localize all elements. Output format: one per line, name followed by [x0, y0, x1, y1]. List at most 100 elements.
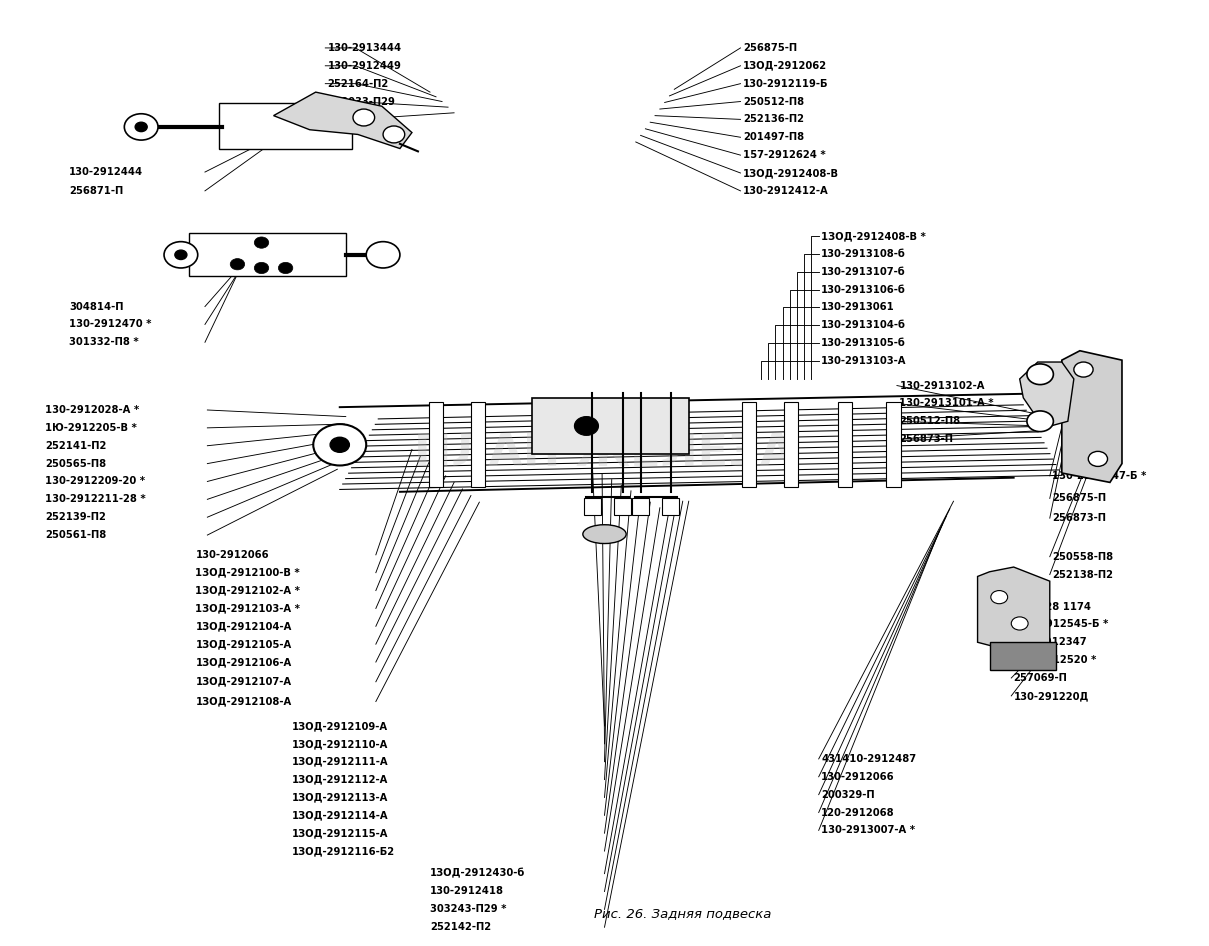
Polygon shape [273, 92, 412, 149]
Text: 1ЗОД-2912103-А *: 1ЗОД-2912103-А * [196, 604, 300, 613]
Text: 130-2912209-20 *: 130-2912209-20 * [45, 477, 145, 486]
Text: 252136-П2: 252136-П2 [742, 114, 804, 124]
Circle shape [1026, 364, 1053, 385]
Text: 1ЗОД-2912116-Б2: 1ЗОД-2912116-Б2 [291, 846, 394, 856]
Text: 257069-П: 257069-П [1013, 673, 1068, 683]
Circle shape [254, 262, 268, 273]
Bar [219, 103, 352, 149]
Circle shape [278, 262, 293, 273]
Text: 130-2913007-А *: 130-2913007-А * [821, 825, 915, 835]
Text: 250561-П8: 250561-П8 [45, 530, 106, 540]
Bar [741, 402, 756, 487]
Bar [838, 402, 852, 487]
Text: 130-2913107-б: 130-2913107-б [821, 267, 906, 277]
Bar [190, 233, 346, 275]
Bar [532, 397, 689, 454]
Circle shape [125, 114, 158, 140]
Text: 431410-2912487: 431410-2912487 [821, 754, 916, 764]
Text: 256871-П: 256871-П [69, 185, 123, 196]
Text: 252164-П2: 252164-П2 [328, 79, 389, 89]
Text: 252138-П2: 252138-П2 [1052, 569, 1113, 580]
Circle shape [1026, 411, 1053, 431]
Text: 130-2912520 *: 130-2912520 * [1013, 656, 1097, 665]
Text: 1ЗОД-2912111-А: 1ЗОД-2912111-А [291, 757, 388, 766]
Polygon shape [978, 567, 1049, 657]
Circle shape [175, 250, 187, 259]
Bar [990, 642, 1055, 671]
Polygon shape [1019, 362, 1074, 428]
Circle shape [135, 122, 147, 131]
Text: 252141-П2: 252141-П2 [45, 441, 106, 450]
Circle shape [353, 109, 375, 126]
Text: 130-2913061: 130-2913061 [821, 303, 895, 312]
Text: 130-2912545-Б *: 130-2912545-Б * [1013, 620, 1107, 629]
Text: 1ЗОД-2912114-А: 1ЗОД-2912114-А [291, 811, 388, 820]
Text: 130-2912412-А: 130-2912412-А [742, 185, 828, 196]
Text: 130-2912470 *: 130-2912470 * [69, 320, 151, 329]
Text: 45 9328 1174: 45 9328 1174 [1013, 602, 1091, 611]
Text: 1Ю-2912205-В *: 1Ю-2912205-В * [45, 423, 137, 433]
Circle shape [366, 241, 400, 268]
Text: 130-2913101-А *: 130-2913101-А * [899, 398, 994, 409]
Bar [886, 402, 901, 487]
Text: 250558-П8: 250558-П8 [1052, 552, 1113, 562]
Text: 256875-П: 256875-П [742, 43, 797, 53]
Ellipse shape [583, 525, 626, 544]
Text: 130-2913104-б: 130-2913104-б [821, 321, 906, 330]
Text: 303243-П29 *: 303243-П29 * [430, 904, 507, 915]
Text: 256873-П: 256873-П [1052, 513, 1106, 523]
Text: 130-291220Д: 130-291220Д [1013, 691, 1089, 701]
Text: 1ЗОД-2912408-В *: 1ЗОД-2912408-В * [821, 231, 926, 241]
Circle shape [254, 236, 268, 248]
Text: 1ЗОД-2912102-А *: 1ЗОД-2912102-А * [196, 586, 300, 596]
Circle shape [230, 258, 244, 270]
Text: 1ЗОД-2912105-А: 1ЗОД-2912105-А [196, 639, 291, 649]
Bar [472, 402, 485, 487]
Text: 130-2912066: 130-2912066 [821, 772, 895, 781]
Text: 130-2912447-Б *: 130-2912447-Б * [1052, 471, 1146, 481]
Text: 130-2912449: 130-2912449 [328, 61, 401, 71]
Text: 1ЗОД-2912115-А: 1ЗОД-2912115-А [291, 828, 388, 838]
Text: 120-2912068: 120-2912068 [821, 808, 895, 817]
Text: 304814-П: 304814-П [69, 302, 123, 311]
Bar [663, 499, 679, 516]
Circle shape [383, 126, 405, 143]
Text: 1ЗОД-2912106-А: 1ЗОД-2912106-А [196, 657, 291, 667]
Text: 1ЗОД-2912109-А: 1ЗОД-2912109-А [291, 721, 388, 731]
Text: 256875-П: 256875-П [328, 114, 382, 124]
Text: 250565-П8: 250565-П8 [45, 459, 106, 468]
Circle shape [1088, 451, 1107, 466]
Text: 200329-П: 200329-П [821, 790, 875, 799]
Circle shape [330, 437, 349, 452]
Text: 130-2912444: 130-2912444 [69, 167, 143, 177]
Text: 252142-П2: 252142-П2 [430, 922, 491, 932]
Text: 250512-П8: 250512-П8 [742, 96, 804, 107]
Bar [614, 499, 631, 516]
Circle shape [313, 424, 366, 465]
Text: 256873-П: 256873-П [899, 434, 954, 444]
Text: 1ЗОД-2912108-А: 1ЗОД-2912108-А [196, 696, 291, 707]
Text: 1ЗОД-2912100-В *: 1ЗОД-2912100-В * [196, 568, 300, 578]
Text: 130-2912418: 130-2912418 [430, 886, 504, 897]
Circle shape [164, 241, 198, 268]
Text: 256875-П: 256875-П [1052, 494, 1106, 503]
Text: 130-2912347: 130-2912347 [1013, 638, 1087, 647]
Text: 157-2912624 *: 157-2912624 * [742, 150, 826, 160]
Text: 1ЗОД-2912113-А: 1ЗОД-2912113-А [291, 793, 388, 802]
Bar [429, 402, 444, 487]
Bar [632, 499, 649, 516]
Text: 130-2913105-б: 130-2913105-б [821, 339, 906, 348]
Text: 1ЗОД-2912430-б: 1ЗОД-2912430-б [430, 868, 525, 879]
Text: 250512-П8: 250512-П8 [899, 416, 960, 427]
Circle shape [1074, 362, 1093, 377]
Text: 130-2912211-28 *: 130-2912211-28 * [45, 495, 145, 504]
Text: 130-2912028-А *: 130-2912028-А * [45, 405, 139, 415]
Text: 130-2913106-б: 130-2913106-б [821, 285, 906, 294]
Text: 130-2913108-б: 130-2913108-б [821, 249, 906, 259]
Text: 1ЗОД-2912107-А: 1ЗОД-2912107-А [196, 676, 291, 687]
Text: 130-2912119-Б: 130-2912119-Б [742, 79, 828, 89]
Text: 130-2913444: 130-2913444 [328, 43, 401, 53]
Text: 130-2913102-А: 130-2913102-А [899, 380, 985, 391]
Circle shape [1011, 617, 1028, 630]
Text: 413033-П29: 413033-П29 [328, 96, 395, 107]
